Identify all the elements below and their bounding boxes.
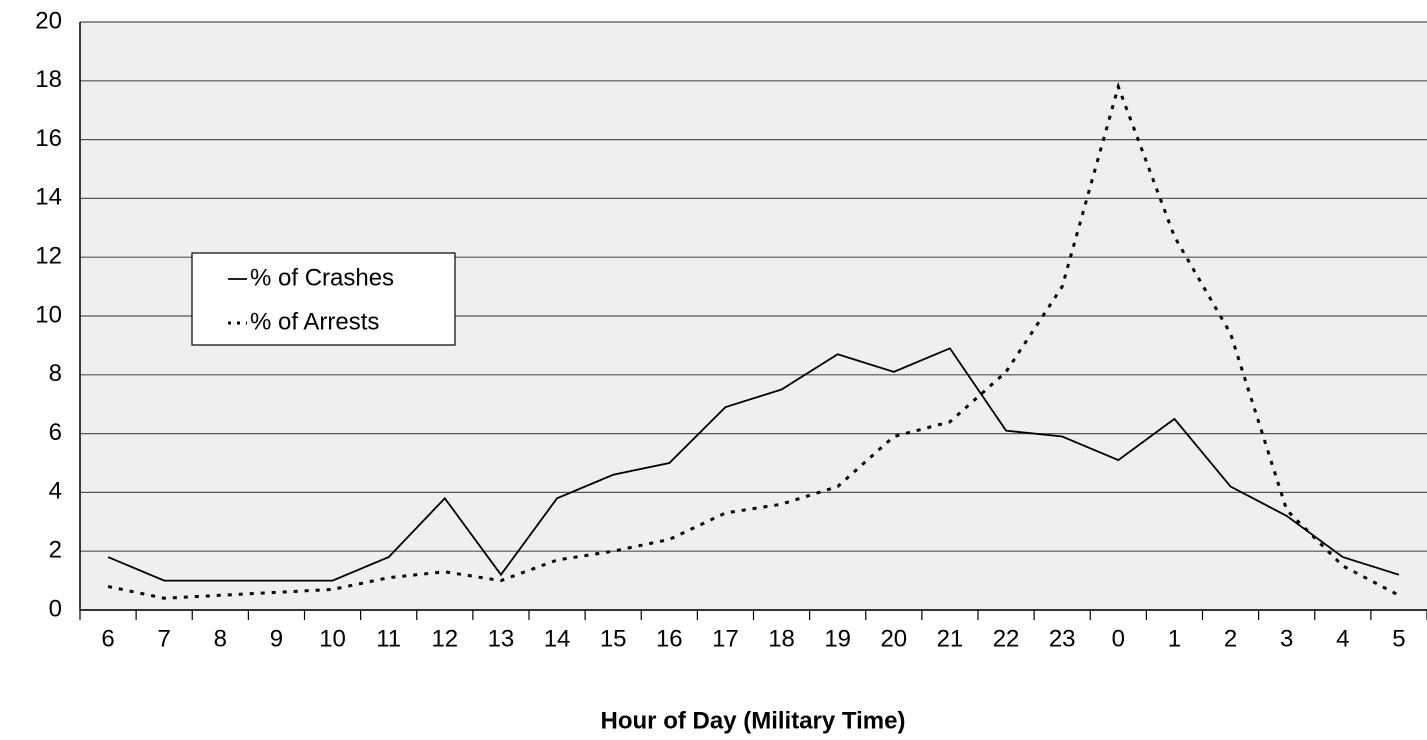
x-tick-label: 3 (1280, 625, 1293, 652)
x-tick-label: 1 (1168, 625, 1181, 652)
legend-label: % of Arrests (250, 308, 379, 335)
x-tick-label: 6 (101, 625, 114, 652)
y-tick-label: 12 (35, 243, 62, 270)
y-tick-label: 0 (49, 595, 62, 622)
x-tick-label: 19 (824, 625, 851, 652)
y-tick-label: 14 (35, 184, 62, 211)
legend-label: % of Crashes (250, 264, 394, 291)
x-tick-label: 5 (1392, 625, 1405, 652)
x-tick-label: 10 (319, 625, 346, 652)
x-tick-label: 8 (214, 625, 227, 652)
series-line (107, 347, 1400, 582)
x-tick-label: 15 (600, 625, 627, 652)
x-tick-label: 12 (431, 625, 458, 652)
x-axis-title: Hour of Day (Military Time) (601, 707, 906, 734)
y-tick-label: 6 (49, 419, 62, 446)
legend-box (191, 252, 456, 346)
x-tick-label: 22 (993, 625, 1020, 652)
y-tick-label: 16 (35, 125, 62, 152)
series-line (107, 81, 1400, 600)
x-tick-label: 11 (376, 625, 401, 652)
y-tick-label: 18 (35, 66, 62, 93)
y-tick-label: 20 (35, 7, 62, 34)
x-tick-label: 18 (768, 625, 795, 652)
x-tick-label: 4 (1336, 625, 1349, 652)
x-tick-label: 23 (1049, 625, 1076, 652)
y-tick-label: 8 (49, 360, 62, 387)
x-tick-label: 13 (488, 625, 515, 652)
x-tick-label: 16 (656, 625, 683, 652)
y-tick-label: 4 (49, 478, 62, 505)
y-tick-label: 10 (35, 301, 62, 328)
x-tick-label: 21 (937, 625, 964, 652)
x-tick-label: 20 (880, 625, 907, 652)
x-tick-label: 9 (270, 625, 283, 652)
x-tick-label: 14 (544, 625, 571, 652)
x-tick-label: 2 (1224, 625, 1237, 652)
x-tick-label: 7 (158, 625, 171, 652)
x-tick-label: 0 (1112, 625, 1125, 652)
x-tick-label: 17 (712, 625, 739, 652)
y-tick-label: 2 (49, 537, 62, 564)
